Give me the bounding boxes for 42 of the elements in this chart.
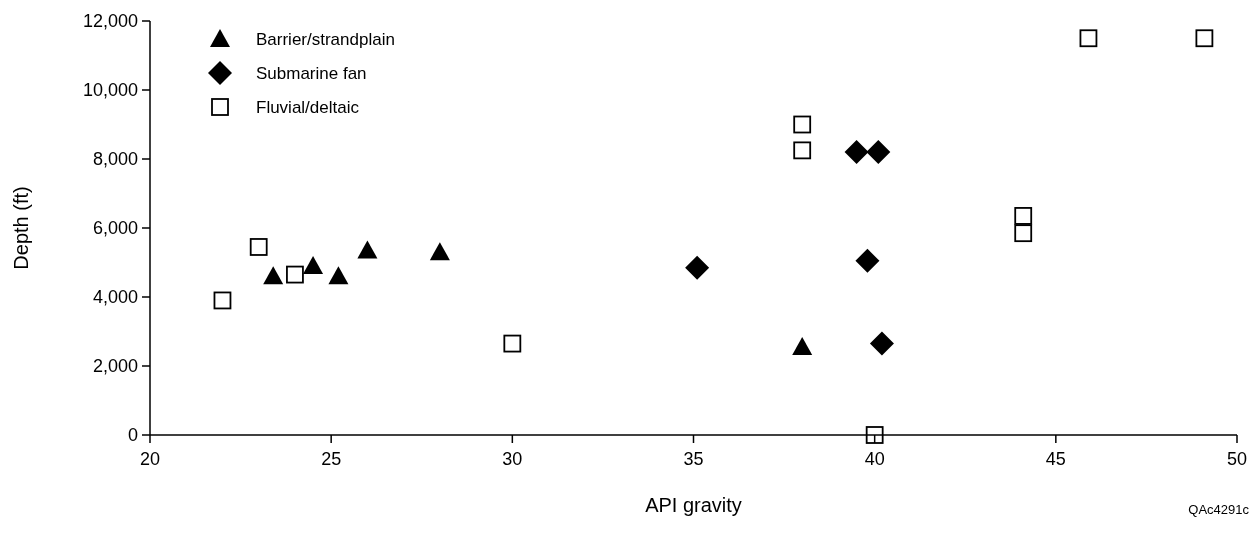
- point: [1014, 224, 1033, 243]
- point: [685, 255, 710, 280]
- point: [1195, 29, 1214, 48]
- point: [503, 334, 522, 353]
- y-tick-label: 0: [127, 425, 138, 445]
- x-tick-label: 25: [321, 449, 342, 469]
- x-tick-label: 40: [864, 449, 885, 469]
- point: [1079, 29, 1098, 48]
- x-tick-label: 50: [1226, 449, 1248, 469]
- point: [869, 331, 894, 356]
- point: [429, 242, 450, 261]
- y-axis-title: Depth (ft): [10, 186, 32, 270]
- point: [213, 291, 232, 310]
- legend-label: Submarine fan: [256, 64, 367, 83]
- point: [855, 248, 880, 273]
- legend-label: Barrier/strandplain: [256, 30, 395, 49]
- y-tick-label: 12,000: [82, 11, 138, 31]
- x-tick-label: 20: [139, 449, 161, 469]
- x-tick-label: 45: [1045, 449, 1066, 469]
- point: [328, 266, 349, 285]
- y-tick-label: 10,000: [82, 80, 138, 100]
- point: [793, 115, 812, 134]
- point: [357, 240, 378, 259]
- text: QAc4291c: [1188, 502, 1250, 517]
- point: [1014, 207, 1033, 225]
- point: [866, 140, 891, 165]
- y-tick-label: 8,000: [92, 149, 138, 169]
- y-tick-label: 6,000: [92, 218, 138, 238]
- x-tick-label: 30: [502, 449, 523, 469]
- point: [793, 141, 812, 160]
- x-tick-label: 35: [683, 449, 704, 469]
- point: [286, 265, 304, 284]
- point: [865, 426, 884, 444]
- y-tick-label: 4,000: [92, 287, 138, 307]
- point: [249, 238, 268, 256]
- point: [792, 337, 813, 356]
- point: [844, 140, 869, 165]
- x-axis-title: API gravity: [645, 494, 742, 516]
- legend-label: Fluvial/deltaic: [256, 98, 360, 117]
- point: [303, 255, 324, 274]
- y-tick-label: 2,000: [92, 356, 138, 376]
- point: [263, 266, 284, 285]
